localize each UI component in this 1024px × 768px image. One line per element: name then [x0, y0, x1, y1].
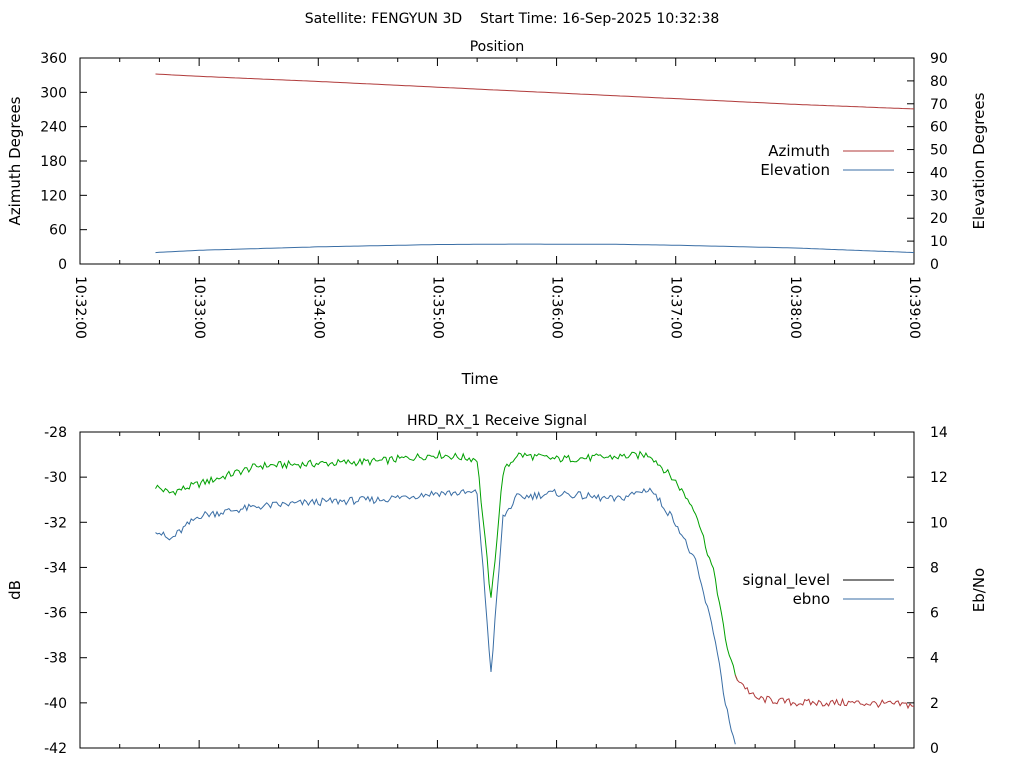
- y-tick-label: 120: [40, 188, 67, 204]
- x-tick-label: 10:33:00: [191, 276, 207, 339]
- y2-tick-label: 10: [930, 515, 948, 531]
- x-tick-label: 10:35:00: [429, 276, 445, 339]
- y2-tick-label: 6: [930, 606, 939, 622]
- y-tick-label: -32: [44, 515, 67, 531]
- y2-tick-label: 4: [930, 651, 939, 667]
- y2-tick-label: 10: [930, 234, 948, 250]
- y2-tick-label: 40: [930, 165, 948, 181]
- y-tick-label: -40: [44, 696, 67, 712]
- y2-tick-label: 12: [930, 470, 948, 486]
- chart-header: Satellite: FENGYUN 3D Start Time: 16-Sep…: [305, 11, 720, 27]
- y2-tick-label: 30: [930, 188, 948, 204]
- plot-frame: [79, 431, 915, 749]
- x-tick-label: 10:39:00: [906, 276, 922, 339]
- y2-tick-label: 90: [930, 51, 948, 67]
- legend-label: signal_level: [742, 571, 830, 590]
- y-tick-label: 60: [49, 223, 67, 239]
- y-tick-label: -38: [44, 651, 67, 667]
- y-tick-label: 300: [40, 85, 67, 101]
- legend-label: ebno: [793, 590, 830, 608]
- y-tick-label: -36: [44, 606, 67, 622]
- y2-axis-label: Eb/No: [970, 568, 988, 612]
- y2-tick-label: 2: [930, 696, 939, 712]
- y2-tick-label: 0: [930, 257, 939, 273]
- x-axis-label: Time: [461, 370, 499, 388]
- y2-tick-label: 20: [930, 211, 948, 227]
- legend-label: Azimuth: [768, 142, 830, 160]
- y-tick-label: -42: [44, 741, 67, 757]
- y2-tick-label: 80: [930, 74, 948, 90]
- series-line-Azimuth: [155, 73, 915, 110]
- y-tick-label: -28: [44, 425, 67, 441]
- y-tick-label: 0: [58, 257, 67, 273]
- series-line-Elevation: [155, 243, 915, 254]
- y-tick-label: -34: [44, 560, 67, 576]
- chart-title: HRD_RX_1 Receive Signal: [407, 413, 587, 429]
- series-line-ebno: [155, 487, 736, 745]
- legend-label: Elevation: [760, 161, 830, 179]
- x-tick-label: 10:36:00: [549, 276, 565, 339]
- series-line-signal_level: [155, 449, 738, 681]
- x-tick-label: 10:38:00: [787, 276, 803, 339]
- chart-title: Position: [470, 39, 525, 55]
- x-tick-label: 10:32:00: [72, 276, 88, 339]
- y-axis-label: Azimuth Degrees: [6, 96, 24, 225]
- y2-tick-label: 0: [930, 741, 939, 757]
- y-tick-label: -30: [44, 470, 67, 486]
- y-tick-label: 240: [40, 120, 67, 136]
- y-tick-label: 360: [40, 51, 67, 67]
- y2-tick-label: 70: [930, 97, 948, 113]
- y2-tick-label: 8: [930, 560, 939, 576]
- series-line-signal_level-tail: [734, 674, 915, 710]
- y-axis-label: dB: [6, 580, 24, 600]
- y2-tick-label: 50: [930, 143, 948, 159]
- position-chart: Position 0 60 120 180 240 300 360 0 10 20 30 40 50 60 7…: [6, 39, 988, 388]
- y2-axis-label: Elevation Degrees: [970, 92, 988, 229]
- x-tick-label: 10:34:00: [310, 276, 326, 339]
- y-tick-label: 180: [40, 154, 67, 170]
- y2-tick-label: 14: [930, 425, 948, 441]
- y2-tick-label: 60: [930, 120, 948, 136]
- receive-signal-chart: HRD_RX_1 Receive Signal -42 -40 -38 -36 -34 -3…: [6, 413, 988, 757]
- x-tick-label: 10:37:00: [668, 276, 684, 339]
